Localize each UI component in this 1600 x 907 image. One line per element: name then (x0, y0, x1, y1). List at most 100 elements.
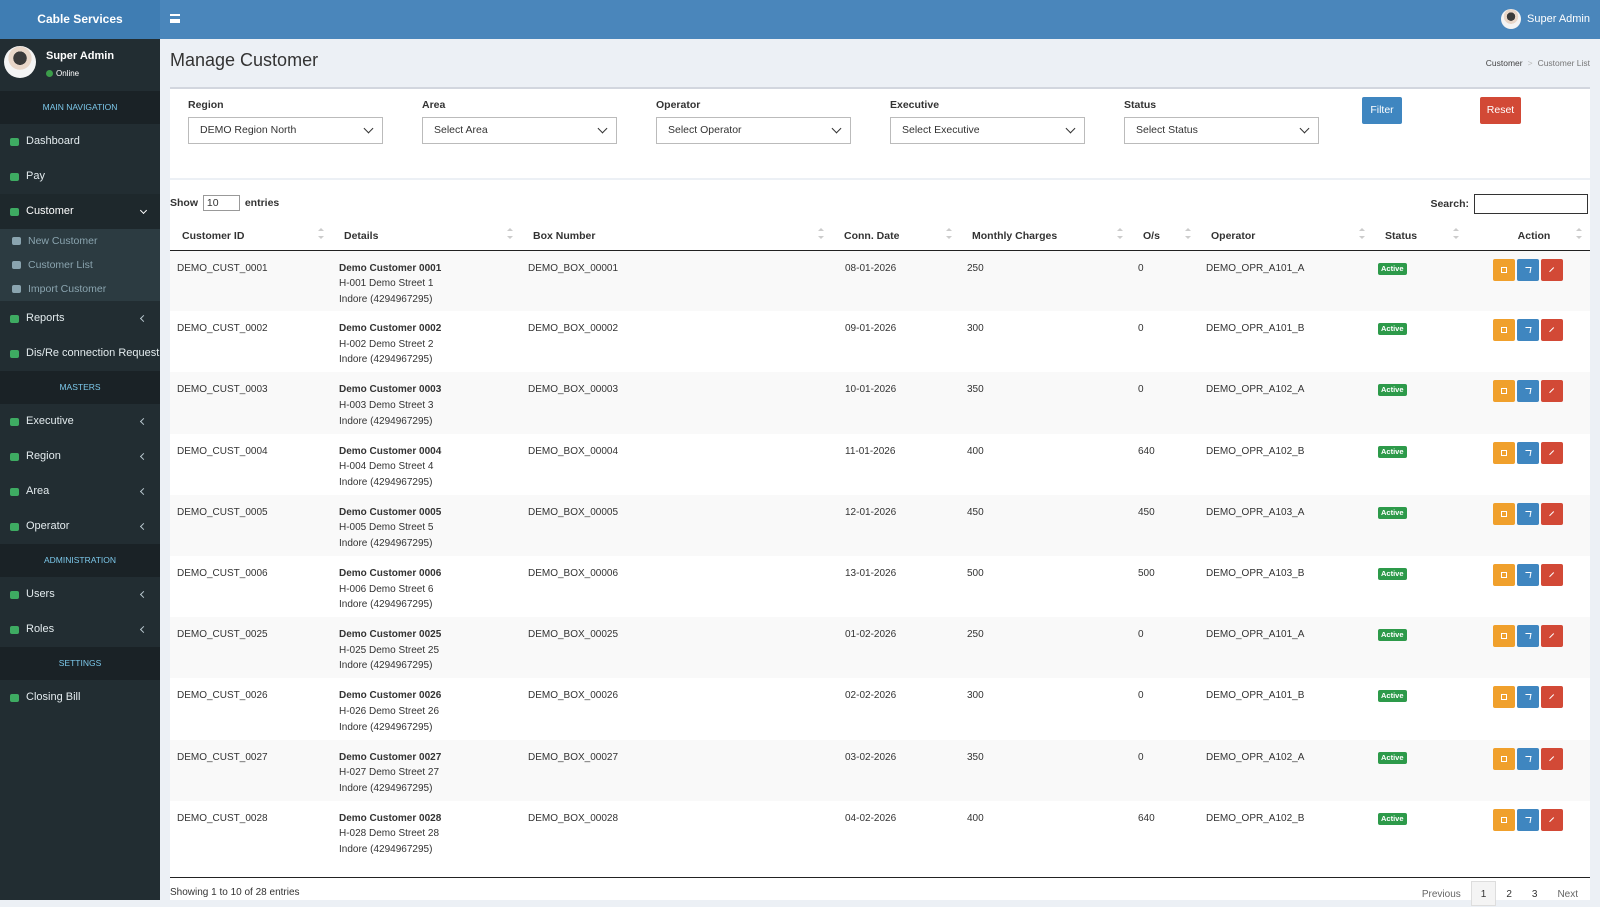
status-badge: Active (1378, 323, 1407, 336)
nav-item[interactable]: Pay (0, 159, 160, 194)
edit-button[interactable] (1492, 319, 1515, 342)
chevron (139, 452, 148, 460)
edit-button[interactable] (1492, 747, 1515, 770)
column-header[interactable]: Conn. Date (832, 222, 960, 251)
breadcrumb-link[interactable]: Customer (1485, 58, 1523, 68)
column-header[interactable]: Operator (1199, 222, 1373, 251)
delete-button[interactable] (1540, 686, 1563, 709)
filter-button[interactable]: Filter (1362, 97, 1402, 124)
user-menu[interactable]: Super Admin (1501, 9, 1590, 29)
brand[interactable]: Cable Services (0, 0, 160, 39)
filter-select[interactable]: Select Operator (656, 117, 851, 144)
payment-button[interactable] (1516, 258, 1539, 281)
column-header[interactable]: Status (1373, 222, 1467, 251)
nav-item[interactable]: Dashboard (0, 124, 160, 159)
submenu-item[interactable]: Import Customer (0, 277, 160, 301)
edit-button[interactable] (1492, 380, 1515, 403)
nav-item[interactable]: Executive (0, 404, 160, 439)
nav-item[interactable]: Operator (0, 509, 160, 544)
edit-button[interactable] (1492, 502, 1515, 525)
breadcrumb-current: Customer List (1537, 58, 1590, 68)
column-header[interactable]: Customer ID (170, 222, 332, 251)
column-header[interactable]: O/s (1131, 222, 1199, 251)
delete-button[interactable] (1540, 380, 1563, 403)
cell: 450 (1131, 494, 1199, 556)
payment-button[interactable] (1516, 380, 1539, 403)
nav-item[interactable]: Reports (0, 301, 160, 336)
page-link[interactable]: 3 (1531, 889, 1538, 900)
page-link[interactable]: 1 (1470, 881, 1497, 906)
delete-button[interactable] (1540, 625, 1563, 648)
page-link[interactable]: 2 (1506, 889, 1512, 900)
nav-item[interactable]: Area (0, 474, 160, 509)
submenu-item[interactable]: New Customer (0, 229, 160, 253)
delete-button[interactable] (1540, 502, 1563, 525)
submenu-item[interactable]: Customer List (0, 253, 160, 277)
reset-button[interactable]: Reset (1480, 97, 1521, 124)
edit-button[interactable] (1492, 625, 1515, 648)
nav-item[interactable]: Closing Bill (0, 680, 160, 715)
filter-select[interactable]: DEMO Region North (188, 117, 383, 144)
column-header[interactable]: Monthly Charges (960, 222, 1131, 251)
status-badge: Active (1378, 506, 1407, 519)
payment-button[interactable] (1516, 502, 1539, 525)
page-link[interactable]: Next (1557, 889, 1578, 900)
edit-button[interactable] (1492, 563, 1515, 586)
delete-button[interactable] (1540, 258, 1563, 281)
payment-button[interactable] (1516, 686, 1539, 709)
delete-button[interactable] (1540, 747, 1563, 770)
cell: 08-01-2026 (832, 250, 960, 312)
icon (1523, 388, 1532, 395)
search-input[interactable] (1474, 194, 1588, 214)
chevron (139, 487, 148, 495)
delete-button[interactable] (1540, 319, 1563, 342)
nav-label: Region (26, 450, 61, 462)
icon (10, 590, 19, 599)
edit-button[interactable] (1492, 808, 1515, 831)
icon (1500, 694, 1507, 701)
cell: DEMO_OPR_A102_B (1206, 812, 1305, 824)
table-row: DEMO_CUST_0006 Demo Customer 0006 H-006 De… (170, 556, 1590, 617)
column-header[interactable]: Details (332, 222, 521, 251)
customer-address: H-001 Demo Street 1 (339, 278, 434, 290)
cell: 12-01-2026 (832, 494, 960, 556)
nav-item[interactable]: Roles (0, 612, 160, 647)
delete-button[interactable] (1540, 808, 1563, 831)
cell: Demo Customer 0001 H-001 Demo Street 1 Ind… (332, 250, 521, 312)
payment-button[interactable] (1516, 563, 1539, 586)
edit-button[interactable] (1492, 686, 1515, 709)
delete-button[interactable] (1540, 563, 1563, 586)
nav-item[interactable]: Region (0, 439, 160, 474)
edit-button[interactable] (1492, 258, 1515, 281)
filter-select[interactable]: Select Area (422, 117, 617, 144)
payment-button[interactable] (1516, 808, 1539, 831)
payment-button[interactable] (1516, 319, 1539, 342)
nav-item[interactable]: Customer (0, 194, 160, 229)
edit-button[interactable] (1492, 441, 1515, 464)
payment-button[interactable] (1516, 441, 1539, 464)
customer-name: Demo Customer 0002 (339, 323, 442, 335)
nav-label: Import Customer (28, 283, 107, 295)
nav-item[interactable]: Users (0, 577, 160, 612)
filter-select[interactable]: Select Executive (890, 117, 1085, 144)
column-header[interactable]: Action (1467, 222, 1590, 251)
filter-select[interactable]: Select Status (1124, 117, 1319, 144)
user-name: Super Admin (46, 50, 115, 62)
nav-label: Users (26, 588, 55, 600)
page-title: Manage Customer (170, 50, 319, 70)
status-dot (46, 70, 53, 77)
page-link[interactable]: Previous (1421, 889, 1461, 900)
customer-address: H-027 Demo Street 27 (339, 767, 440, 779)
column-header[interactable]: Box Number (521, 222, 832, 251)
delete-button[interactable] (1540, 441, 1563, 464)
nav-item[interactable]: Dis/Re connection Request (0, 336, 160, 371)
search: Search: (1430, 194, 1588, 214)
status-badge: Active (1378, 262, 1407, 275)
payment-button[interactable] (1516, 625, 1539, 648)
payment-button[interactable] (1516, 747, 1539, 770)
cell: DEMO_OPR_A103_A (1199, 494, 1373, 556)
cell: 640 (1138, 812, 1155, 824)
page-size-select[interactable]: 10 (202, 195, 240, 211)
cell: DEMO_OPR_A101_B (1206, 690, 1305, 702)
menu-toggle[interactable] (170, 14, 180, 23)
